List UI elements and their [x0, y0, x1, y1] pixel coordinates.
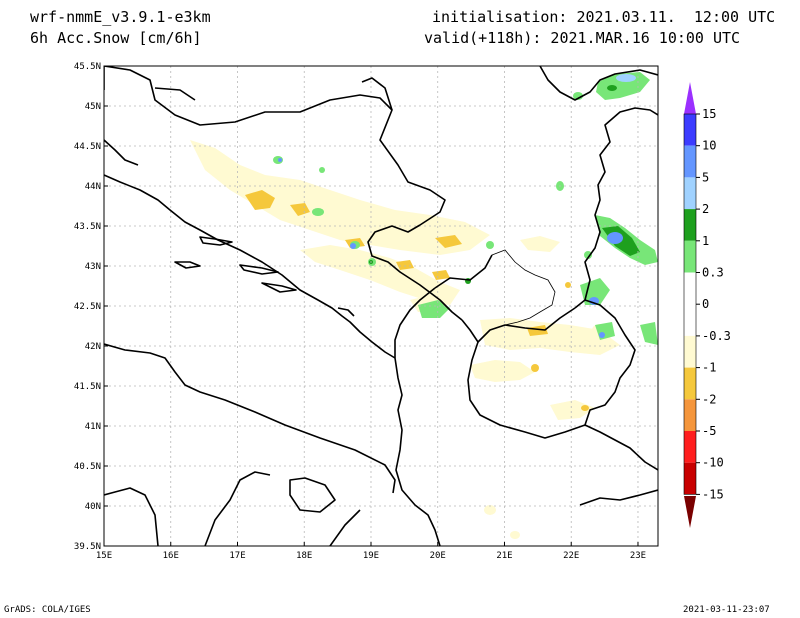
lat-label: 39.5N	[74, 542, 101, 552]
model-title: wrf-nmmE_v3.9.1-e3km	[30, 8, 211, 26]
legend-swatch	[684, 399, 696, 431]
legend-label: -15	[702, 487, 724, 501]
legend-swatch	[684, 177, 696, 210]
graticule	[104, 66, 658, 546]
legend-top-arrow	[684, 82, 696, 114]
lon-label: 23E	[630, 551, 646, 561]
legend-label: 10	[702, 139, 716, 153]
legend-label: -10	[702, 456, 724, 470]
legend-swatch	[684, 304, 696, 336]
legend-label: -5	[702, 424, 716, 438]
legend-swatch	[684, 272, 696, 305]
legend-label: 0	[702, 297, 709, 311]
legend-swatch	[684, 367, 696, 400]
legend-label: -2	[702, 392, 716, 406]
legend-swatch	[684, 240, 696, 273]
legend-label: -1	[702, 361, 716, 375]
lat-label: 42N	[85, 342, 101, 352]
lat-label: 45.5N	[74, 62, 101, 72]
lon-label: 17E	[229, 551, 245, 561]
init-time: initialisation: 2021.03.11. 12:00 UTC	[432, 8, 776, 26]
legend-swatch	[684, 209, 696, 241]
color-legend: 15 10 5 2 1 0.3 0 -0.3 -1 -2 -5 -10 -15	[683, 82, 731, 528]
lon-label: 19E	[363, 551, 379, 561]
lon-label: 16E	[163, 551, 179, 561]
lat-label: 41N	[85, 422, 101, 432]
legend-label: -0.3	[702, 329, 731, 343]
latitude-labels: 45.5N 45N 44.5N 44N 43.5N 43N 42.5N 42N 41.5N 41N…	[74, 62, 101, 552]
legend-swatch	[684, 431, 696, 463]
valid-time: valid(+118h): 2021.MAR.16 10:00 UTC	[424, 29, 741, 47]
legend-label: 0.3	[702, 266, 724, 280]
legend-label: 2	[702, 202, 709, 216]
legend-swatch	[684, 114, 696, 146]
grads-credit: GrADS: COLA/IGES	[4, 605, 91, 615]
legend-swatch	[684, 462, 696, 495]
lat-label: 43.5N	[74, 222, 101, 232]
legend-swatch	[684, 335, 696, 368]
legend-label: 1	[702, 234, 709, 248]
lat-label: 44N	[85, 182, 101, 192]
legend-label: 15	[702, 107, 716, 121]
legend-label: 5	[702, 170, 709, 184]
lat-label: 42.5N	[74, 302, 101, 312]
coastlines-and-borders	[104, 66, 658, 546]
lon-label: 21E	[496, 551, 512, 561]
lat-label: 40N	[85, 502, 101, 512]
lon-label: 22E	[563, 551, 579, 561]
lon-label: 18E	[296, 551, 312, 561]
axis-ticks	[103, 65, 639, 547]
lon-label: 20E	[430, 551, 446, 561]
lon-label: 15E	[96, 551, 112, 561]
lat-label: 45N	[85, 102, 101, 112]
lat-label: 43N	[85, 262, 101, 272]
render-timestamp: 2021-03-11-23:07	[683, 605, 770, 615]
field-title: 6h Acc.Snow [cm/6h]	[30, 29, 202, 47]
legend-bottom-arrow	[684, 496, 696, 528]
snow-field	[190, 72, 658, 539]
lat-label: 41.5N	[74, 382, 101, 392]
lat-label: 40.5N	[74, 462, 101, 472]
longitude-labels: 15E 16E 17E 18E 19E 20E 21E 22E 23E	[96, 551, 646, 561]
legend-swatch	[684, 145, 696, 178]
kosovo-border	[489, 249, 556, 331]
lat-label: 44.5N	[74, 142, 101, 152]
